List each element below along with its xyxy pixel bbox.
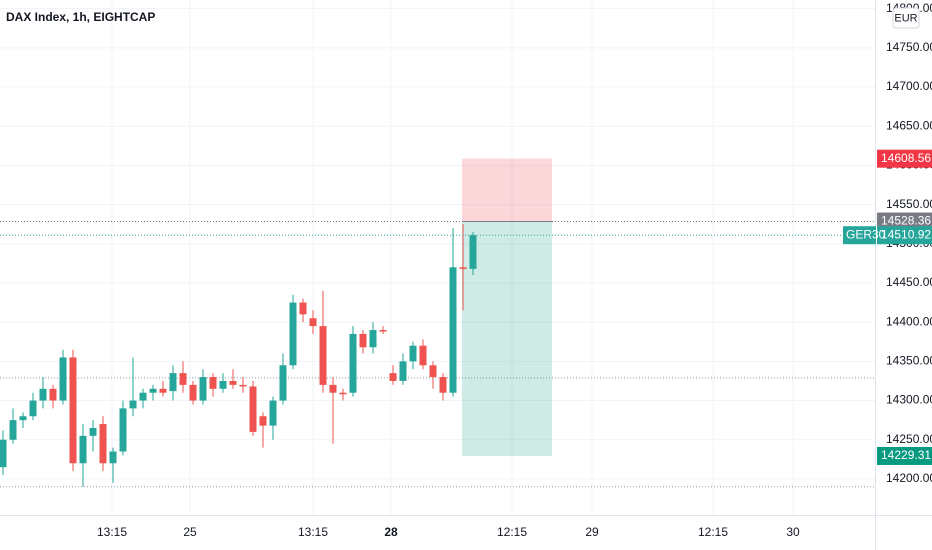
candle-body <box>299 302 307 315</box>
candle-body <box>309 318 317 327</box>
candle-body <box>169 373 177 392</box>
candle-body <box>329 384 337 393</box>
x-tick-label: 28 <box>384 525 398 539</box>
y-tick-label: 14700.00 <box>886 79 932 93</box>
candle-body <box>219 380 227 389</box>
y-tick-label: 14200.00 <box>886 471 932 485</box>
stop-zone <box>462 158 552 222</box>
y-tick-label: 14350.00 <box>886 354 932 368</box>
candle-body <box>139 392 147 401</box>
candle-body <box>0 439 7 468</box>
candle-body <box>449 267 457 393</box>
candle-body <box>349 333 357 393</box>
candle-body <box>409 345 417 362</box>
x-tick-label: 13:15 <box>97 525 127 539</box>
entry-price-tag-bg <box>877 212 932 231</box>
candle-body <box>459 267 467 269</box>
candle-body <box>119 408 127 452</box>
last-price-tag: 14510.92 <box>881 227 931 241</box>
candle-body <box>389 373 397 381</box>
candle-body <box>269 400 277 426</box>
candle-body <box>279 365 287 401</box>
candle-body <box>89 427 97 436</box>
symbol-tag: GER30 <box>846 227 886 241</box>
x-tick-label: 25 <box>183 525 197 539</box>
candle-body <box>209 377 217 389</box>
candle-body <box>469 235 477 269</box>
candle-body <box>319 326 327 385</box>
y-tick-label: 14250.00 <box>886 432 932 446</box>
entry-price-tag: 14528.36 <box>881 214 931 228</box>
candle-body <box>29 400 37 417</box>
candle-body <box>359 333 367 348</box>
candle-body <box>59 357 67 401</box>
target-price-tag: 14229.31 <box>881 448 931 462</box>
candle-body <box>239 384 247 387</box>
x-tick-label: 29 <box>585 525 599 539</box>
candle-body <box>249 386 257 432</box>
candle-body <box>159 388 167 393</box>
y-tick-label: 14650.00 <box>886 118 932 132</box>
candle-body <box>419 345 427 366</box>
symbol-tag-bg <box>843 226 876 245</box>
candle-body <box>79 435 87 464</box>
currency-label: EUR <box>894 12 917 24</box>
candle-body <box>439 377 447 393</box>
stop-price-tag: 14608.56 <box>881 151 931 165</box>
x-tick-label: 12:15 <box>497 525 527 539</box>
candle-body <box>129 400 137 409</box>
currency-badge[interactable] <box>892 7 920 29</box>
candle-body <box>289 302 297 366</box>
y-tick-label: 14450.00 <box>886 275 932 289</box>
candle-body <box>379 330 387 332</box>
y-tick-label: 14300.00 <box>886 393 932 407</box>
candle-body <box>39 388 47 401</box>
stop-price-tag-bg <box>877 149 932 168</box>
target-zone <box>462 221 552 456</box>
y-tick-label: 14750.00 <box>886 40 932 54</box>
candle-body <box>19 416 27 421</box>
candle-body <box>149 388 157 393</box>
candle-body <box>259 416 267 426</box>
candle-body <box>99 424 107 464</box>
candle-body <box>49 388 57 401</box>
target-price-tag-bg <box>877 446 932 465</box>
candle-body <box>109 451 117 464</box>
candle-body <box>9 420 17 440</box>
x-tick-label: 12:15 <box>698 525 728 539</box>
chart-title: DAX Index, 1h, EIGHTCAP <box>6 10 155 24</box>
candle-body <box>69 357 77 464</box>
candle-body <box>199 377 207 401</box>
x-tick-label: 30 <box>786 525 800 539</box>
y-tick-label: 14550.00 <box>886 197 932 211</box>
candle-body <box>429 365 437 378</box>
candle-body <box>399 361 407 381</box>
candle-body <box>189 384 197 401</box>
candle-body <box>179 373 187 385</box>
candle-body <box>229 380 237 385</box>
candle-body <box>339 392 347 395</box>
x-tick-label: 13:15 <box>298 525 328 539</box>
last-price-tag-bg <box>877 226 932 245</box>
y-tick-label: 14400.00 <box>886 314 932 328</box>
candle-body <box>369 330 377 348</box>
